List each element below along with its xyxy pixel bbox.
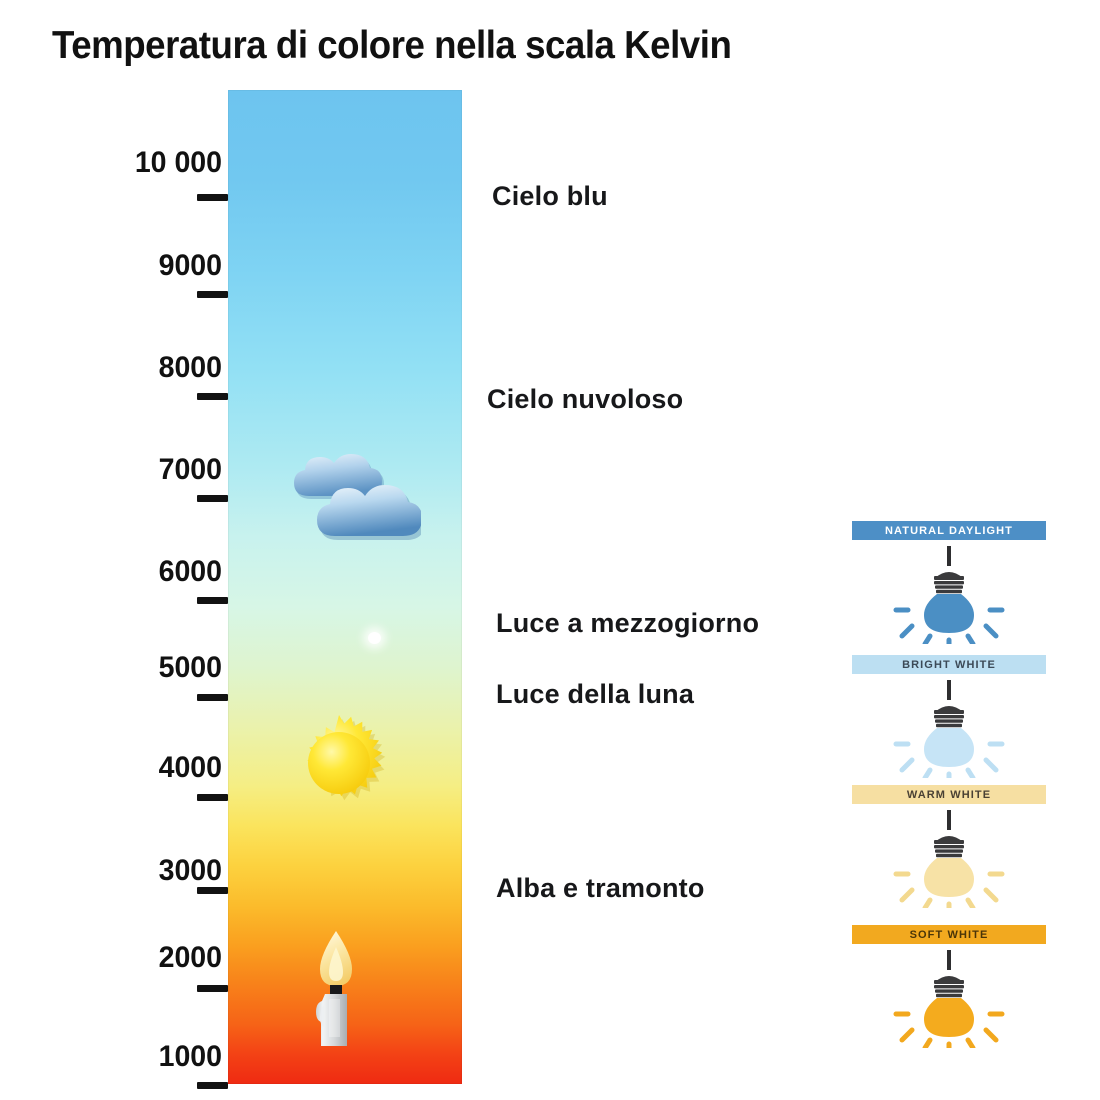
tick-label-9000: 9000 — [158, 249, 222, 282]
moon-dot-icon — [368, 632, 381, 644]
bulb-card-warm-white[interactable]: WARM WHITE — [852, 785, 1046, 908]
tick-mark-5000 — [197, 694, 228, 701]
scene-label-cielo-blu: Cielo blu — [492, 181, 608, 211]
tick-mark-3000 — [197, 887, 228, 894]
tick-mark-6000 — [197, 597, 228, 604]
sun-icon — [307, 715, 386, 801]
tick-mark-7000 — [197, 495, 228, 502]
bulb-banner-warm-white: WARM WHITE — [852, 785, 1046, 804]
tick-label-1000: 1000 — [158, 1040, 222, 1073]
tick-label-10000: 10 000 — [134, 146, 222, 179]
bulb-icon-natural-daylight — [893, 546, 1005, 644]
tick-label-7000: 7000 — [158, 453, 222, 486]
scene-label-luce-della-luna: Luce della luna — [496, 679, 695, 709]
bulb-banner-natural-daylight: NATURAL DAYLIGHT — [852, 521, 1046, 540]
tick-mark-10000 — [197, 194, 228, 201]
tick-label-6000: 6000 — [158, 555, 222, 588]
tick-mark-4000 — [197, 794, 228, 801]
tick-mark-9000 — [197, 291, 228, 298]
tick-label-5000: 5000 — [158, 651, 222, 684]
bulb-banner-soft-white: SOFT WHITE — [852, 925, 1046, 944]
tick-label-8000: 8000 — [158, 351, 222, 384]
bulb-icon-warm-white — [893, 810, 1005, 908]
cloud-icon — [294, 454, 421, 540]
bulb-card-bright-white[interactable]: BRIGHT WHITE — [852, 655, 1046, 778]
candle-icon — [316, 931, 352, 1046]
page-title: Temperatura di colore nella scala Kelvin — [52, 24, 732, 67]
bulb-icon-bright-white — [893, 680, 1005, 778]
tick-mark-1000 — [197, 1082, 228, 1089]
tick-label-3000: 3000 — [158, 854, 222, 887]
bulb-icon-soft-white — [893, 950, 1005, 1048]
scene-label-cielo-nuvoloso: Cielo nuvoloso — [487, 384, 684, 414]
tick-label-4000: 4000 — [158, 751, 222, 784]
tick-mark-8000 — [197, 393, 228, 400]
bulb-card-soft-white[interactable]: SOFT WHITE — [852, 925, 1046, 1048]
tick-mark-2000 — [197, 985, 228, 992]
kelvin-gradient-bar — [228, 90, 462, 1084]
scene-label-luce-a-mezzogiorno: Luce a mezzogiorno — [496, 608, 760, 638]
scene-label-alba-e-tramonto: Alba e tramonto — [496, 873, 705, 903]
tick-label-2000: 2000 — [158, 941, 222, 974]
bulb-card-natural-daylight[interactable]: NATURAL DAYLIGHT — [852, 521, 1046, 644]
bulb-banner-bright-white: BRIGHT WHITE — [852, 655, 1046, 674]
